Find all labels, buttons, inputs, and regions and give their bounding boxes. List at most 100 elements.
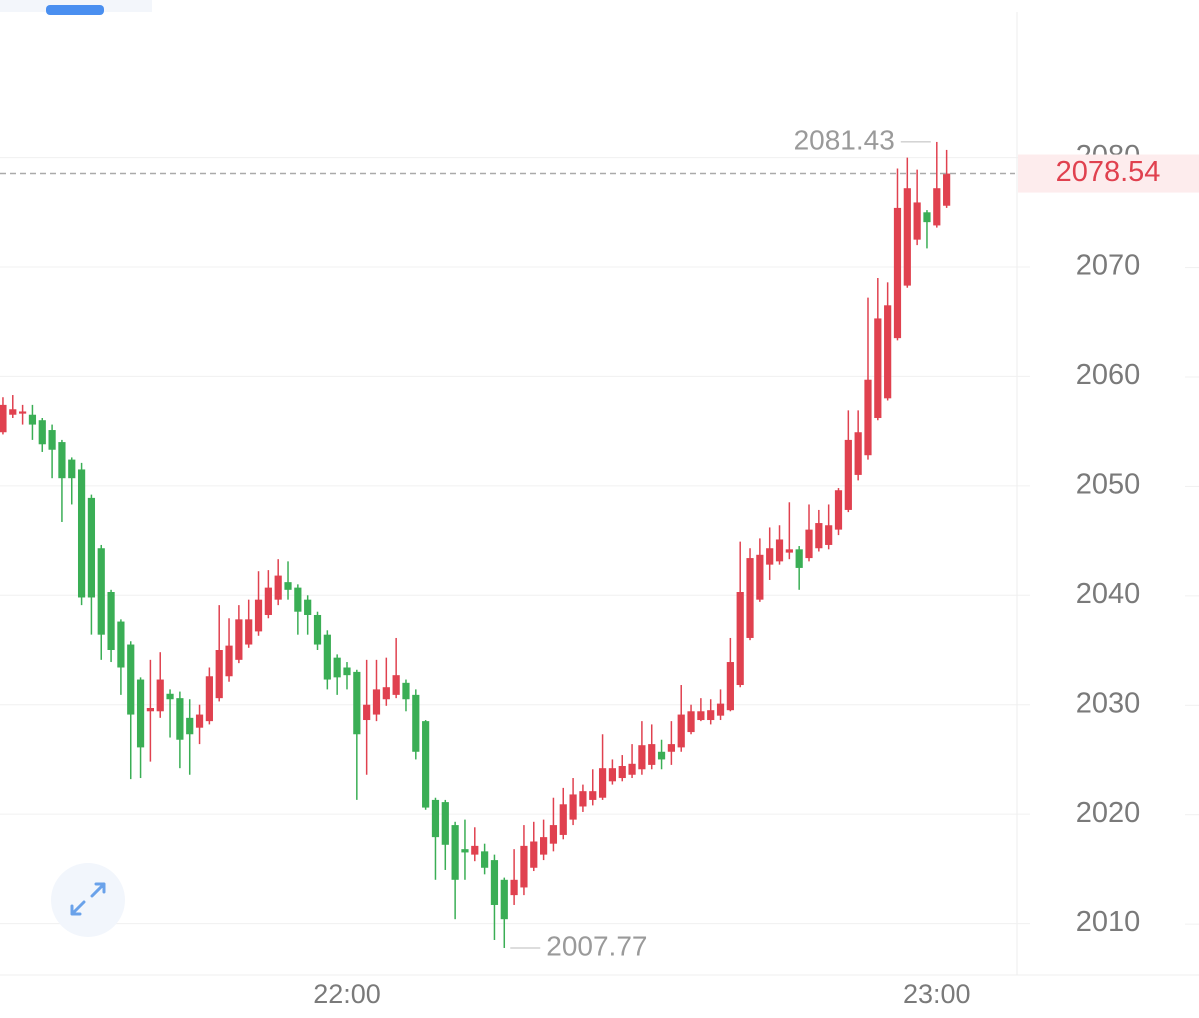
- candle-body: [815, 523, 823, 549]
- candle-body: [146, 707, 154, 712]
- candle-body: [667, 744, 675, 752]
- candle-body: [156, 679, 164, 712]
- expand-icon[interactable]: [70, 882, 106, 916]
- y-tick-label: 2040: [1076, 578, 1141, 610]
- x-tick-label: 22:00: [313, 979, 381, 1009]
- candle-body: [97, 548, 105, 635]
- candle-body: [353, 671, 361, 735]
- candle-body: [559, 804, 567, 835]
- candle-body: [58, 442, 66, 479]
- y-tick-label: 2010: [1076, 906, 1141, 938]
- candle-body: [490, 860, 499, 905]
- candle-body: [363, 704, 371, 721]
- candle-body: [549, 825, 558, 844]
- x-tick-label: 23:00: [903, 979, 971, 1009]
- candle-body: [294, 587, 302, 612]
- candle-body: [9, 409, 17, 415]
- candle-body: [598, 768, 607, 798]
- expand-button[interactable]: [51, 863, 125, 937]
- candle-body: [87, 497, 96, 598]
- candle-body: [225, 645, 233, 677]
- candle-body: [500, 879, 508, 920]
- y-tick-label: 2070: [1076, 250, 1141, 282]
- candle-body: [107, 592, 115, 650]
- candle-body: [913, 202, 921, 240]
- candle-body: [893, 207, 902, 339]
- candle-body: [284, 582, 292, 590]
- candle-body: [422, 721, 430, 808]
- candle-body: [569, 794, 577, 820]
- candle-body: [657, 751, 666, 760]
- candle-body: [903, 188, 911, 286]
- candle-body: [785, 549, 793, 553]
- high-label: 2081.43: [794, 124, 895, 155]
- candle-body: [726, 662, 734, 711]
- top-tab[interactable]: [46, 5, 104, 15]
- candle-body: [736, 592, 744, 686]
- candle-body: [0, 404, 7, 433]
- candle-body: [648, 744, 656, 765]
- candle-body: [471, 845, 479, 855]
- candle-body: [579, 791, 587, 807]
- candle-body: [264, 587, 272, 615]
- candle-body: [68, 459, 76, 479]
- candle-body: [539, 837, 548, 855]
- candle-body: [48, 430, 56, 450]
- candle-body: [716, 703, 725, 716]
- candle-body: [254, 599, 263, 632]
- candle-body: [127, 644, 135, 715]
- candle-body: [451, 825, 459, 880]
- candle-body: [618, 765, 626, 779]
- candle-body: [825, 525, 833, 545]
- candle-body: [933, 188, 941, 226]
- plot-area: 2010202020302040205020602070208022:0023:…: [0, 124, 1199, 1009]
- candle-body: [382, 687, 390, 700]
- candle-body: [205, 676, 213, 722]
- candle-body: [864, 379, 872, 456]
- candle-body: [481, 851, 489, 868]
- last-price-box: [1018, 154, 1199, 193]
- candle-body: [28, 414, 37, 425]
- candle-body: [274, 575, 282, 600]
- candle-body: [775, 539, 784, 562]
- candle-body: [412, 694, 420, 752]
- candle-body: [431, 799, 440, 838]
- candle-body: [441, 802, 449, 845]
- y-tick-label: 2050: [1076, 469, 1141, 501]
- candle-body: [589, 791, 597, 800]
- candle-body: [746, 558, 754, 638]
- candle-body: [844, 439, 852, 510]
- candle-body: [77, 469, 86, 598]
- candle-body: [372, 689, 381, 715]
- candle-body: [834, 490, 843, 530]
- low-label: 2007.77: [546, 930, 647, 961]
- candle-body: [608, 768, 617, 782]
- candle-body: [215, 650, 223, 699]
- candle-body: [402, 682, 410, 700]
- candle-body: [235, 619, 243, 660]
- y-tick-label: 2060: [1076, 359, 1141, 391]
- candle-body: [766, 548, 774, 565]
- candle-body: [323, 634, 331, 680]
- y-tick-label: 2020: [1076, 797, 1141, 829]
- candle-body: [304, 599, 312, 615]
- candle-body: [166, 693, 174, 700]
- candle-body: [245, 619, 253, 645]
- expand-bg[interactable]: [51, 863, 125, 937]
- candle-body: [136, 679, 145, 748]
- candle-body: [19, 411, 27, 414]
- candle-body: [756, 554, 764, 600]
- candle-body: [117, 621, 125, 668]
- candle-body: [854, 432, 862, 475]
- candle-body: [520, 845, 528, 888]
- y-tick-label: 2030: [1076, 687, 1141, 719]
- candle-body: [795, 549, 803, 568]
- candle-body: [805, 529, 813, 559]
- candle-body: [510, 879, 518, 896]
- candle-body: [697, 711, 705, 721]
- candle-body: [884, 305, 892, 399]
- candle-body: [392, 675, 400, 695]
- last-price-label: 2078.54: [1056, 156, 1161, 188]
